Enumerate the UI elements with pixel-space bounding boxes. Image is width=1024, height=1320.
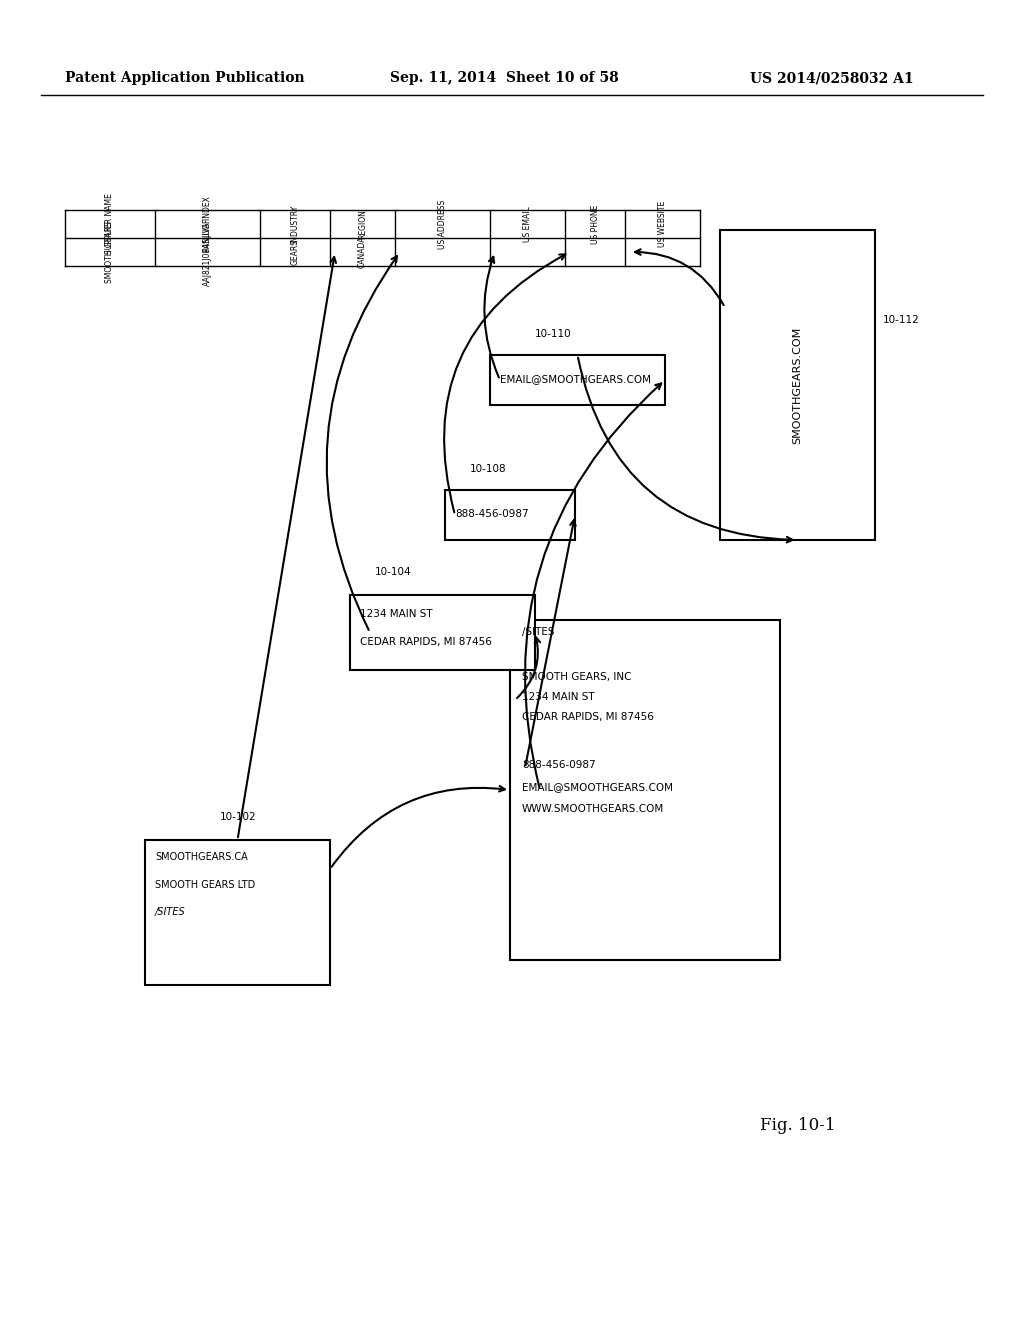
Text: /SITES: /SITES [155, 907, 185, 917]
Text: CANADA: CANADA [358, 236, 367, 268]
Text: 888-456-0987: 888-456-0987 [522, 760, 596, 770]
Text: US EMAIL: US EMAIL [523, 206, 532, 242]
Text: 10-102: 10-102 [220, 812, 257, 822]
Text: US PHONE: US PHONE [591, 205, 599, 244]
Bar [350, 595, 535, 671]
Text: US 2014/0258032 A1: US 2014/0258032 A1 [750, 71, 913, 84]
Text: REGION: REGION [358, 209, 367, 239]
Text: SMOOTHGEARS.COM: SMOOTHGEARS.COM [793, 326, 803, 444]
Text: 10-112: 10-112 [883, 315, 920, 325]
Text: 10-110: 10-110 [535, 329, 571, 339]
Text: /SITES: /SITES [522, 627, 555, 638]
Text: Patent Application Publication: Patent Application Publication [65, 71, 304, 84]
Text: SMOOTHGEARS.CA: SMOOTHGEARS.CA [155, 851, 248, 862]
Text: CEDAR RAPIDS, MI 87456: CEDAR RAPIDS, MI 87456 [522, 711, 654, 722]
Text: 1234 MAIN ST: 1234 MAIN ST [522, 692, 595, 702]
Bar [720, 230, 874, 540]
Text: GEARS: GEARS [291, 239, 299, 265]
Text: CEDAR RAPIDS, MI 87456: CEDAR RAPIDS, MI 87456 [360, 638, 492, 647]
Text: SMOOTH GEARS LTD: SMOOTH GEARS LTD [155, 880, 255, 890]
Bar [145, 840, 330, 985]
Text: 10-108: 10-108 [470, 465, 507, 474]
Text: US WEBSITE: US WEBSITE [658, 201, 667, 247]
Text: Fig. 10-1: Fig. 10-1 [760, 1117, 836, 1134]
Text: AAJ821J084SLUGF: AAJ821J084SLUGF [203, 218, 212, 286]
Bar [445, 490, 575, 540]
Text: 888-456-0987: 888-456-0987 [455, 510, 528, 519]
Bar [510, 620, 780, 960]
Text: WWW.SMOOTHGEARS.COM: WWW.SMOOTHGEARS.COM [522, 804, 665, 814]
Text: EMAIL@SMOOTHGEARS.COM: EMAIL@SMOOTHGEARS.COM [522, 781, 673, 792]
Text: SMOOTH GEARS, INC: SMOOTH GEARS, INC [522, 672, 632, 682]
Text: US ADDRESS: US ADDRESS [438, 199, 447, 248]
Text: INDUSTRY: INDUSTRY [291, 205, 299, 243]
Text: 10-104: 10-104 [375, 568, 412, 577]
Text: SUPPLIER NAME: SUPPLIER NAME [105, 194, 115, 255]
Text: EMAIL@SMOOTHGEARS.COM: EMAIL@SMOOTHGEARS.COM [500, 374, 651, 384]
Text: 1234 MAIN ST: 1234 MAIN ST [360, 609, 432, 619]
Text: PANJIVA INDEX: PANJIVA INDEX [203, 197, 212, 252]
Text: Sep. 11, 2014  Sheet 10 of 58: Sep. 11, 2014 Sheet 10 of 58 [390, 71, 618, 84]
Text: SMOOTH GEARS: SMOOTH GEARS [105, 220, 115, 282]
Bar [490, 355, 665, 405]
